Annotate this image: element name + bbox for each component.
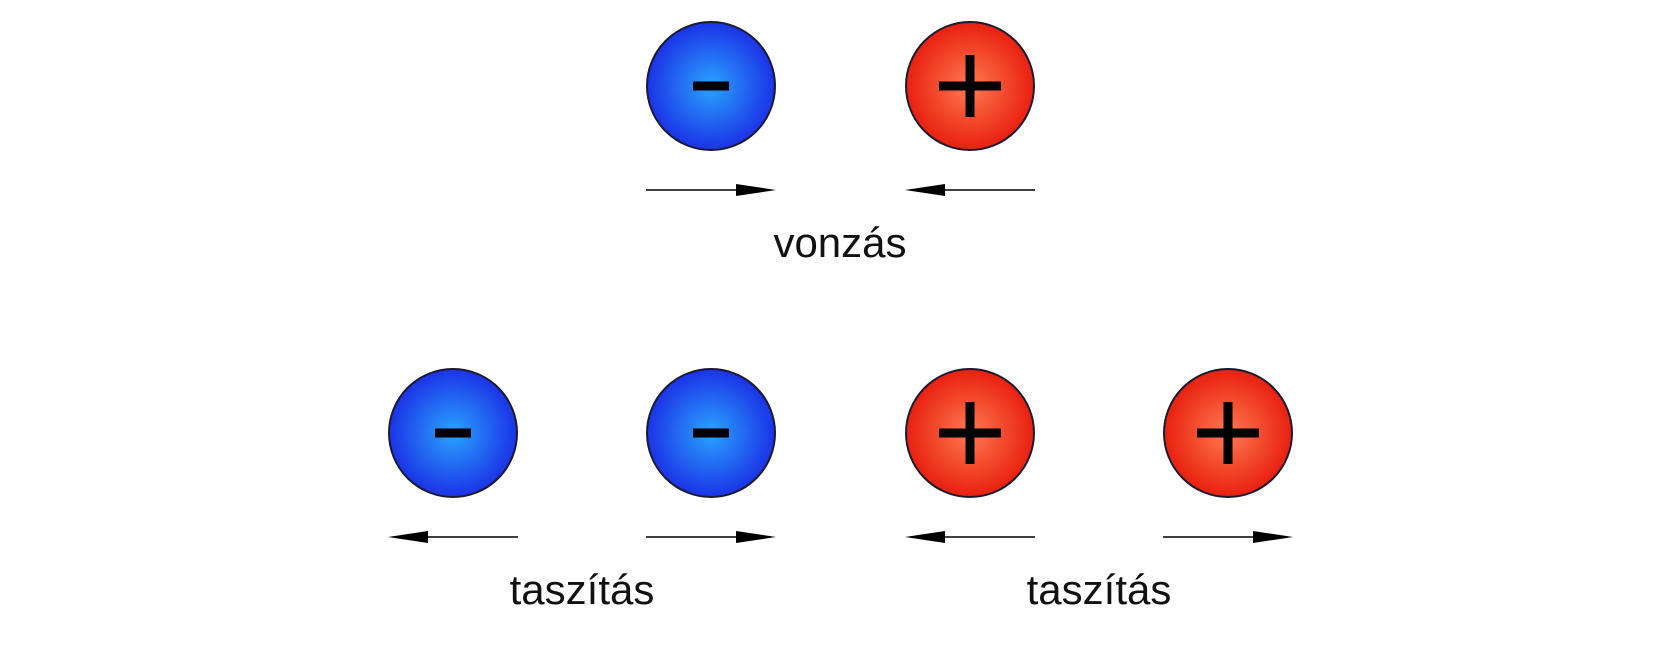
repulsion-negative-caption: taszítás <box>510 566 655 613</box>
sign-bar <box>965 55 975 117</box>
sign-bar <box>1223 402 1233 464</box>
repulsion-positive-caption: taszítás <box>1027 566 1172 613</box>
arrow-right-icon <box>646 531 776 543</box>
negative-charge-icon <box>388 368 518 498</box>
arrow-left-icon <box>388 531 518 543</box>
negative-charge-icon <box>646 21 776 151</box>
arrow-right-icon <box>646 184 776 196</box>
sign-bar <box>693 428 729 438</box>
arrow-right-icon <box>1163 531 1293 543</box>
sign-bar <box>435 428 471 438</box>
attraction-caption: vonzás <box>773 219 906 266</box>
arrow-left-icon <box>905 531 1035 543</box>
sign-bar <box>965 402 975 464</box>
positive-charge-icon <box>905 21 1035 151</box>
arrow-left-icon <box>905 184 1035 196</box>
attraction-group: vonzás <box>646 21 1035 266</box>
negative-charge-icon <box>646 368 776 498</box>
repulsion-positive-group: taszítás <box>905 368 1293 613</box>
positive-charge-icon <box>1163 368 1293 498</box>
positive-charge-icon <box>905 368 1035 498</box>
repulsion-negative-group: taszítás <box>388 368 776 613</box>
sign-bar <box>693 81 729 91</box>
